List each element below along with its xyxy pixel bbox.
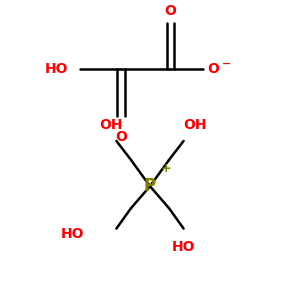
Text: O: O xyxy=(207,62,219,76)
Text: HO: HO xyxy=(45,62,68,76)
Text: O: O xyxy=(115,130,127,144)
Text: +: + xyxy=(161,162,172,175)
Text: P: P xyxy=(144,177,156,195)
Text: −: − xyxy=(222,58,231,69)
Text: HO: HO xyxy=(61,227,84,242)
Text: HO: HO xyxy=(172,240,195,254)
Text: O: O xyxy=(164,4,176,18)
Text: OH: OH xyxy=(99,118,122,132)
Text: OH: OH xyxy=(184,118,207,132)
